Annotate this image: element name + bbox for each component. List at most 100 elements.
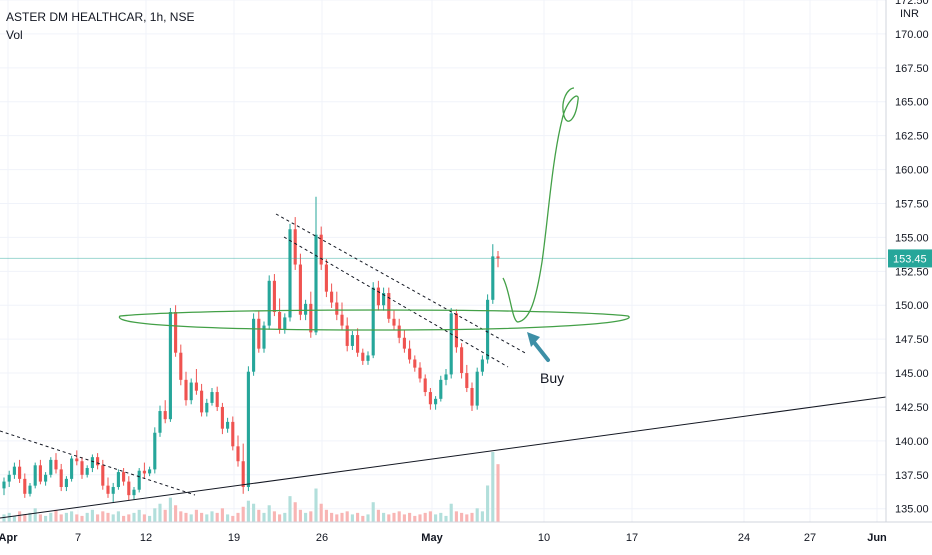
candle-body (371, 287, 375, 356)
x-tick-label: 27 (804, 532, 816, 544)
candle-body (408, 348, 412, 360)
volume-bar (220, 508, 224, 522)
volume-bar (345, 511, 349, 522)
buy-arrow-head (527, 332, 540, 347)
candle-body (38, 465, 42, 482)
volume-bar (454, 511, 458, 522)
volume-bar (283, 512, 287, 522)
volume-bar (252, 503, 256, 522)
volume-bar (444, 515, 448, 522)
candle-body (231, 421, 235, 447)
candle-body (345, 325, 349, 346)
volume-bar (205, 514, 209, 522)
volume-bar (288, 496, 292, 522)
y-tick-label: 155.00 (895, 232, 929, 244)
volume-bar (491, 452, 495, 522)
y-tick-label: 135.00 (895, 504, 929, 516)
x-tick-label: 24 (738, 532, 750, 544)
volume-bar (439, 512, 443, 522)
candle-body (101, 465, 105, 486)
candle-body (70, 458, 74, 479)
volume-bar (28, 512, 32, 522)
volume-bar (465, 514, 469, 522)
x-tick-label: 12 (140, 532, 152, 544)
candle-body (106, 485, 110, 494)
volume-bar (376, 509, 380, 522)
volume-bar (106, 512, 110, 522)
y-tick-label: 165.00 (895, 97, 929, 109)
candle-body (85, 468, 89, 475)
candle-body (283, 317, 287, 330)
volume-bar (236, 512, 240, 522)
candle-body (319, 234, 323, 265)
volume-bar (293, 502, 297, 522)
volume-bar (460, 512, 464, 522)
candle-body (324, 264, 328, 292)
candle-body (350, 335, 354, 346)
volume-bar (111, 514, 115, 522)
volume-bar (101, 511, 105, 522)
currency-label: INR (900, 8, 919, 20)
volume-bar (267, 505, 271, 522)
volume-bar (330, 512, 334, 522)
volume-bar (257, 509, 261, 522)
candle-body (179, 352, 183, 380)
candle-body (158, 411, 162, 433)
volume-bar (184, 512, 188, 522)
volume-bar (231, 515, 235, 522)
candle-body (28, 485, 32, 494)
candle-body (402, 337, 406, 349)
volume-bar (392, 512, 396, 522)
buy-annotation: Buy (540, 370, 565, 386)
volume-bar (298, 509, 302, 522)
volume-bar (314, 488, 318, 522)
volume-bar (387, 514, 391, 522)
y-tick-label: 150.00 (895, 300, 929, 312)
volume-bar (148, 515, 152, 522)
x-tick-label: 10 (538, 532, 550, 544)
volume-bar (12, 515, 16, 522)
x-tick-label: Apr (0, 532, 18, 544)
candle-body (480, 359, 484, 372)
candle-body (418, 367, 422, 379)
volume-bar (75, 514, 79, 522)
volume-bar (127, 514, 131, 522)
candle-body (184, 379, 188, 401)
candle-body (153, 432, 157, 470)
volume-bar (496, 464, 500, 522)
candle-body (257, 318, 261, 349)
volume-bar (23, 514, 27, 522)
candle-body (340, 314, 344, 326)
volume-bar (278, 514, 282, 522)
candlestick-series (2, 196, 500, 502)
candle-body (122, 472, 126, 482)
candle-body (189, 382, 193, 401)
y-tick-label: 147.50 (895, 334, 929, 346)
x-tick-label: May (421, 532, 443, 544)
volume-indicator-label[interactable]: Vol (6, 28, 23, 42)
y-tick-label: 172.50 (895, 0, 929, 7)
candle-body (23, 478, 27, 494)
volume-bar (179, 511, 183, 522)
volume-bar (361, 515, 365, 522)
volume-bar (163, 509, 167, 522)
candle-body (314, 234, 318, 333)
grid-layer (0, 0, 886, 522)
candle-body (376, 287, 380, 306)
candle-body (215, 392, 219, 407)
volume-bar (449, 503, 453, 522)
volume-bar (309, 511, 313, 522)
candle-body (246, 371, 250, 488)
candle-body (127, 481, 131, 496)
volume-bar (397, 511, 401, 522)
left-dashed-trendline (0, 430, 196, 496)
candle-body (335, 302, 339, 315)
candle-body (413, 359, 417, 368)
candle-body (80, 461, 84, 475)
y-tick-label: 167.50 (895, 63, 929, 75)
y-tick-label: 162.50 (895, 131, 929, 143)
candle-body (465, 373, 469, 388)
volume-bar (7, 512, 11, 522)
